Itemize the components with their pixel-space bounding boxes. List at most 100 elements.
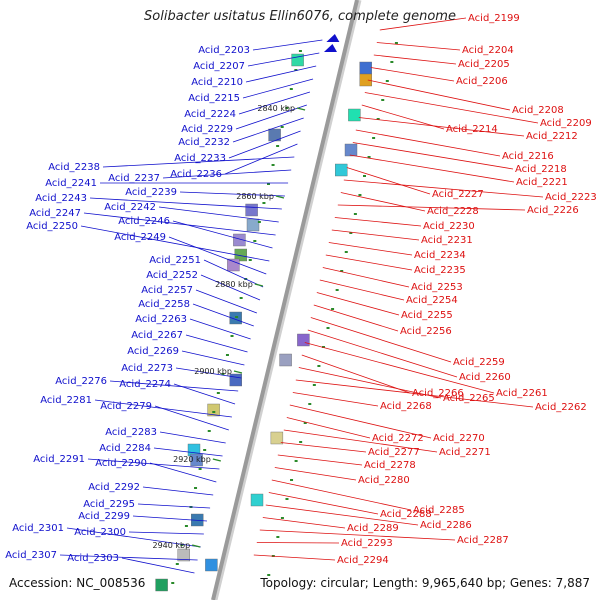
marker-dot — [289, 88, 293, 90]
scale-tick — [296, 107, 306, 111]
reverse-label-connector — [304, 342, 495, 394]
marker-dot — [349, 232, 353, 234]
marker-dot — [340, 270, 344, 272]
marker-dot — [290, 479, 294, 481]
reverse-label-connector — [283, 429, 438, 453]
scale-tick-label: 2840 kbp — [257, 104, 295, 113]
reverse-label-connector — [259, 529, 456, 541]
marker-dot — [353, 213, 357, 215]
forward-gene-label: Acid_2276 — [55, 376, 107, 387]
forward-gene-label: Acid_2274 — [119, 379, 171, 390]
forward-gene-label: Acid_2290 — [95, 458, 147, 469]
forward-label-connector — [192, 303, 254, 327]
gene-annotation-block — [291, 53, 304, 67]
gene-annotation-block — [246, 218, 260, 232]
reverse-gene-label: Acid_2288 — [380, 509, 432, 520]
reverse-label-connector — [322, 267, 410, 288]
forward-label-connector — [203, 259, 264, 288]
reverse-gene-label: Acid_2270 — [433, 433, 485, 444]
reverse-gene-label: Acid_2293 — [341, 538, 393, 549]
marker-dot — [262, 202, 266, 204]
marker-dot — [230, 335, 234, 337]
reverse-label-connector — [331, 229, 420, 241]
forward-gene-label: Acid_2279 — [100, 401, 152, 412]
reverse-label-connector — [301, 354, 411, 394]
reverse-label-connector — [355, 129, 501, 157]
forward-label-connector — [232, 117, 304, 143]
forward-gene-label: Acid_2301 — [12, 523, 64, 534]
reverse-label-connector — [373, 54, 457, 65]
forward-label-connector — [245, 65, 317, 83]
reverse-label-connector — [253, 554, 336, 561]
reverse-gene-label: Acid_2277 — [368, 447, 420, 458]
reverse-gene-label: Acid_2256 — [400, 326, 452, 337]
reverse-label-connector — [325, 254, 413, 271]
gene-annotation-block — [245, 203, 258, 217]
reverse-gene-label: Acid_2255 — [401, 310, 453, 321]
marker-dot — [294, 69, 298, 71]
reverse-label-connector — [265, 504, 419, 526]
forward-gene-arrow — [326, 34, 340, 42]
marker-dot — [280, 126, 284, 128]
reverse-gene-label: Acid_2262 — [535, 402, 587, 413]
genome-backbone — [211, 0, 359, 600]
reverse-gene-label: Acid_2272 — [372, 433, 424, 444]
reverse-label-connector — [367, 79, 511, 111]
reverse-gene-label: Acid_2206 — [456, 76, 508, 87]
forward-gene-label: Acid_2291 — [33, 454, 85, 465]
reverse-gene-label: Acid_2285 — [413, 505, 465, 516]
forward-gene-label: Acid_2281 — [40, 395, 92, 406]
marker-dot — [285, 107, 289, 109]
forward-label-connector — [228, 130, 301, 159]
marker-dot — [394, 42, 398, 44]
marker-dot — [376, 118, 380, 120]
reverse-gene-label: Acid_2268 — [380, 401, 432, 412]
marker-dot — [257, 221, 261, 223]
marker-dot — [358, 194, 362, 196]
forward-gene-label: Acid_2224 — [184, 109, 236, 120]
forward-gene-arrow — [323, 44, 337, 52]
reverse-label-connector — [295, 379, 534, 408]
reverse-gene-label: Acid_2214 — [446, 124, 498, 135]
marker-dot — [294, 460, 298, 462]
marker-dot — [248, 259, 252, 261]
gene-annotation-block — [297, 333, 310, 347]
forward-label-connector — [247, 52, 320, 67]
marker-dot — [180, 544, 184, 546]
reverse-gene-label: Acid_2235 — [414, 265, 466, 276]
gene-annotation-block — [270, 431, 284, 445]
marker-dot — [175, 563, 179, 565]
forward-label-connector — [128, 531, 204, 535]
reverse-label-connector — [307, 329, 458, 378]
reverse-label-connector — [343, 179, 544, 198]
reverse-gene-label: Acid_2221 — [516, 177, 568, 188]
reverse-label-connector — [286, 417, 371, 439]
forward-gene-label: Acid_2250 — [26, 221, 78, 232]
forward-label-connector — [238, 91, 311, 115]
forward-gene-label: Acid_2299 — [78, 511, 130, 522]
forward-gene-label: Acid_2247 — [29, 208, 81, 219]
forward-label-connector — [159, 431, 226, 444]
marker-dot — [171, 582, 175, 584]
marker-dot — [299, 441, 303, 443]
marker-dot — [276, 145, 280, 147]
marker-dot — [390, 61, 394, 63]
reverse-label-connector — [274, 467, 357, 481]
marker-dot — [216, 392, 220, 394]
forward-gene-label: Acid_2251 — [149, 255, 201, 266]
reverse-gene-label: Acid_2209 — [540, 118, 592, 129]
gene-annotation-block — [155, 578, 168, 592]
reverse-label-connector — [268, 492, 379, 515]
gene-annotation-block — [177, 548, 191, 562]
gene-annotation-block — [205, 558, 218, 572]
marker-dot — [207, 430, 211, 432]
reverse-label-connector — [298, 367, 442, 399]
marker-dot — [298, 50, 302, 52]
reverse-label-connector — [340, 192, 426, 212]
label-connector-layer — [59, 17, 544, 574]
forward-gene-label: Acid_2258 — [138, 299, 190, 310]
gene-annotation-block — [344, 143, 358, 157]
forward-gene-label: Acid_2233 — [174, 153, 226, 164]
scale-tick-label: 2940 kbp — [152, 541, 190, 550]
forward-gene-label: Acid_2236 — [170, 169, 222, 180]
